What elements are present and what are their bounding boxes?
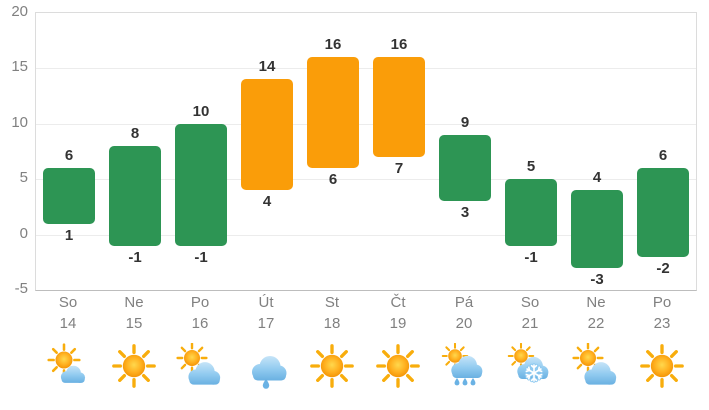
low-temp-label: -1 [194, 248, 208, 266]
sun-cloud-snow-icon [506, 342, 554, 389]
low-temp-label: -2 [656, 259, 670, 277]
day-column: Ne 15 [101, 292, 167, 389]
chart-plot-area: 6 1 8 -1 10 -1 14 4 16 6 16 7 9 3 5 -1 4 -3 6 -2 [35, 12, 697, 291]
high-temp-label: 4 [592, 169, 602, 187]
gridline [36, 68, 696, 70]
day-name-label: Pá [454, 294, 474, 311]
day-name-label: So [520, 294, 540, 311]
y-axis-tick-label: 10 [11, 113, 28, 131]
sun-cloud-rain-icon [440, 342, 488, 389]
day-column: St 18 [299, 292, 365, 389]
gridline [36, 123, 696, 125]
day-date-label: 14 [59, 315, 77, 332]
sunny-icon [374, 343, 422, 389]
sun-behind-small-cloud-icon [44, 343, 92, 389]
day-name-label: Út [258, 294, 274, 311]
day-date-label: 17 [257, 315, 275, 332]
high-temp-label: 14 [258, 58, 276, 76]
low-temp-label: 3 [460, 204, 470, 222]
temp-range-bar [637, 168, 689, 257]
temp-range-bar [175, 123, 227, 246]
low-temp-label: 7 [394, 160, 404, 178]
high-temp-label: 6 [658, 147, 668, 165]
day-name-label: Ne [586, 294, 606, 311]
day-column: So 14 [35, 292, 101, 389]
day-date-label: 19 [389, 315, 407, 332]
day-date-label: 21 [521, 315, 539, 332]
day-column: Po 16 [167, 292, 233, 389]
temp-range-bar [571, 190, 623, 268]
sun-behind-cloud-icon [176, 342, 224, 389]
temp-range-bar [439, 134, 491, 202]
day-column: Út 17 [233, 292, 299, 389]
low-temp-label: -1 [128, 248, 142, 266]
day-name-label: So [58, 294, 78, 311]
x-axis: So 14 Ne 15 Po 16 Út 17 St 18 Čt 19 Pá 20 So 21 Ne 22 Po 23 [35, 292, 695, 389]
day-name-label: Čt [390, 294, 406, 311]
sunny-icon [638, 343, 686, 389]
sunny-icon [110, 343, 158, 389]
day-column: So 21 [497, 292, 563, 389]
day-date-label: 16 [191, 315, 209, 332]
low-temp-label: -3 [590, 270, 604, 288]
day-name-label: St [324, 294, 340, 311]
day-column: Ne 22 [563, 292, 629, 389]
day-column: Po 23 [629, 292, 695, 389]
high-temp-label: 6 [64, 147, 74, 165]
day-column: Čt 19 [365, 292, 431, 389]
high-temp-label: 16 [390, 36, 408, 54]
sunny-icon [308, 343, 356, 389]
low-temp-label: 6 [328, 171, 338, 189]
y-axis-tick-label: 0 [19, 224, 28, 242]
high-temp-label: 5 [526, 158, 536, 176]
sun-behind-cloud-icon [572, 342, 620, 389]
day-date-label: 22 [587, 315, 605, 332]
day-name-label: Ne [124, 294, 144, 311]
day-date-label: 15 [125, 315, 143, 332]
day-name-label: Po [190, 294, 210, 311]
day-name-label: Po [652, 294, 672, 311]
y-axis-tick-label: 20 [11, 3, 28, 20]
low-temp-label: 1 [64, 226, 74, 244]
temp-range-bar [307, 57, 359, 169]
temp-range-bar [109, 145, 161, 246]
high-temp-label: 8 [130, 124, 140, 142]
low-temp-label: 4 [262, 193, 272, 211]
day-column: Pá 20 [431, 292, 497, 389]
gridline [36, 234, 696, 236]
y-axis-tick-label: -5 [14, 280, 28, 297]
temp-range-bar [373, 57, 425, 158]
day-date-label: 20 [455, 315, 473, 332]
high-temp-label: 10 [192, 102, 210, 120]
temp-range-bar [241, 79, 293, 191]
day-date-label: 23 [653, 315, 671, 332]
gridline [36, 179, 696, 181]
temp-range-bar [43, 168, 95, 224]
y-axis-tick-label: 5 [19, 169, 28, 187]
y-axis-tick-label: 15 [11, 58, 28, 76]
temp-range-bar [505, 179, 557, 246]
low-temp-label: -1 [524, 248, 538, 266]
rain-cloud-icon [242, 343, 290, 389]
day-date-label: 18 [323, 315, 341, 332]
high-temp-label: 16 [324, 36, 342, 54]
high-temp-label: 9 [460, 113, 470, 131]
